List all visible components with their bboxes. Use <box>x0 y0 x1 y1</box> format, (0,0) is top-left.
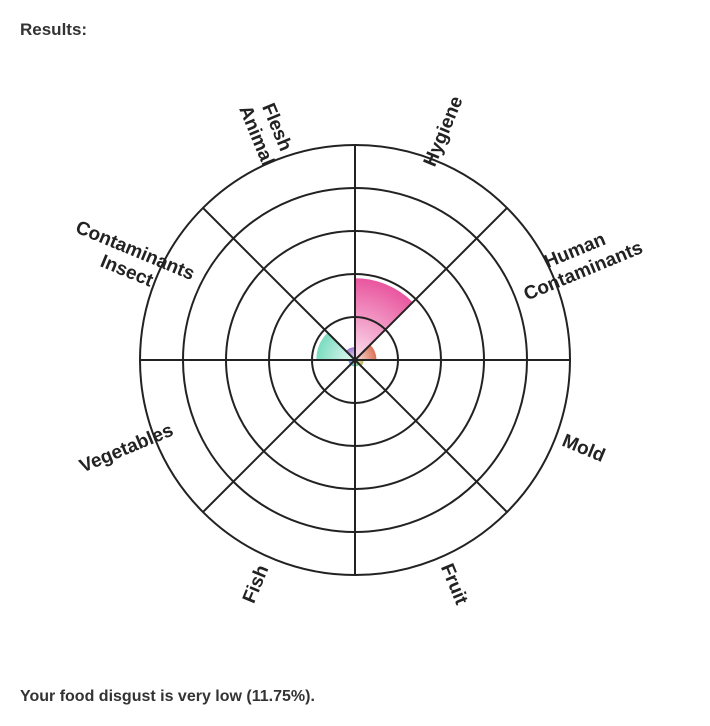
axis-label-mold: Mold <box>559 430 608 466</box>
axis-label-fruit: Fruit <box>436 561 472 609</box>
wedge-insect-contaminants <box>316 333 355 360</box>
spoke-3 <box>355 360 507 512</box>
rose-chart-container: Hygiene HumanContaminants Mold Fruit Fish Veg… <box>20 50 690 670</box>
summary-text: Your food disgust is very low (11.75%). <box>20 688 690 706</box>
axis-label-animal-flesh: FleshAnimal <box>234 94 298 169</box>
axis-label-vegetables: Vegetables <box>77 420 177 477</box>
axis-label-fish: Fish <box>239 562 273 606</box>
spoke-7 <box>203 208 355 360</box>
rose-chart: Hygiene HumanContaminants Mold Fruit Fish Veg… <box>45 50 665 670</box>
axis-label-hygiene: Hygiene <box>420 93 468 169</box>
results-heading: Results: <box>20 20 690 40</box>
axis-label-human-contaminants: HumanContaminants <box>512 217 645 305</box>
spoke-5 <box>203 360 355 512</box>
axis-label-insect-contaminants: ContaminantsInsect <box>64 217 197 305</box>
